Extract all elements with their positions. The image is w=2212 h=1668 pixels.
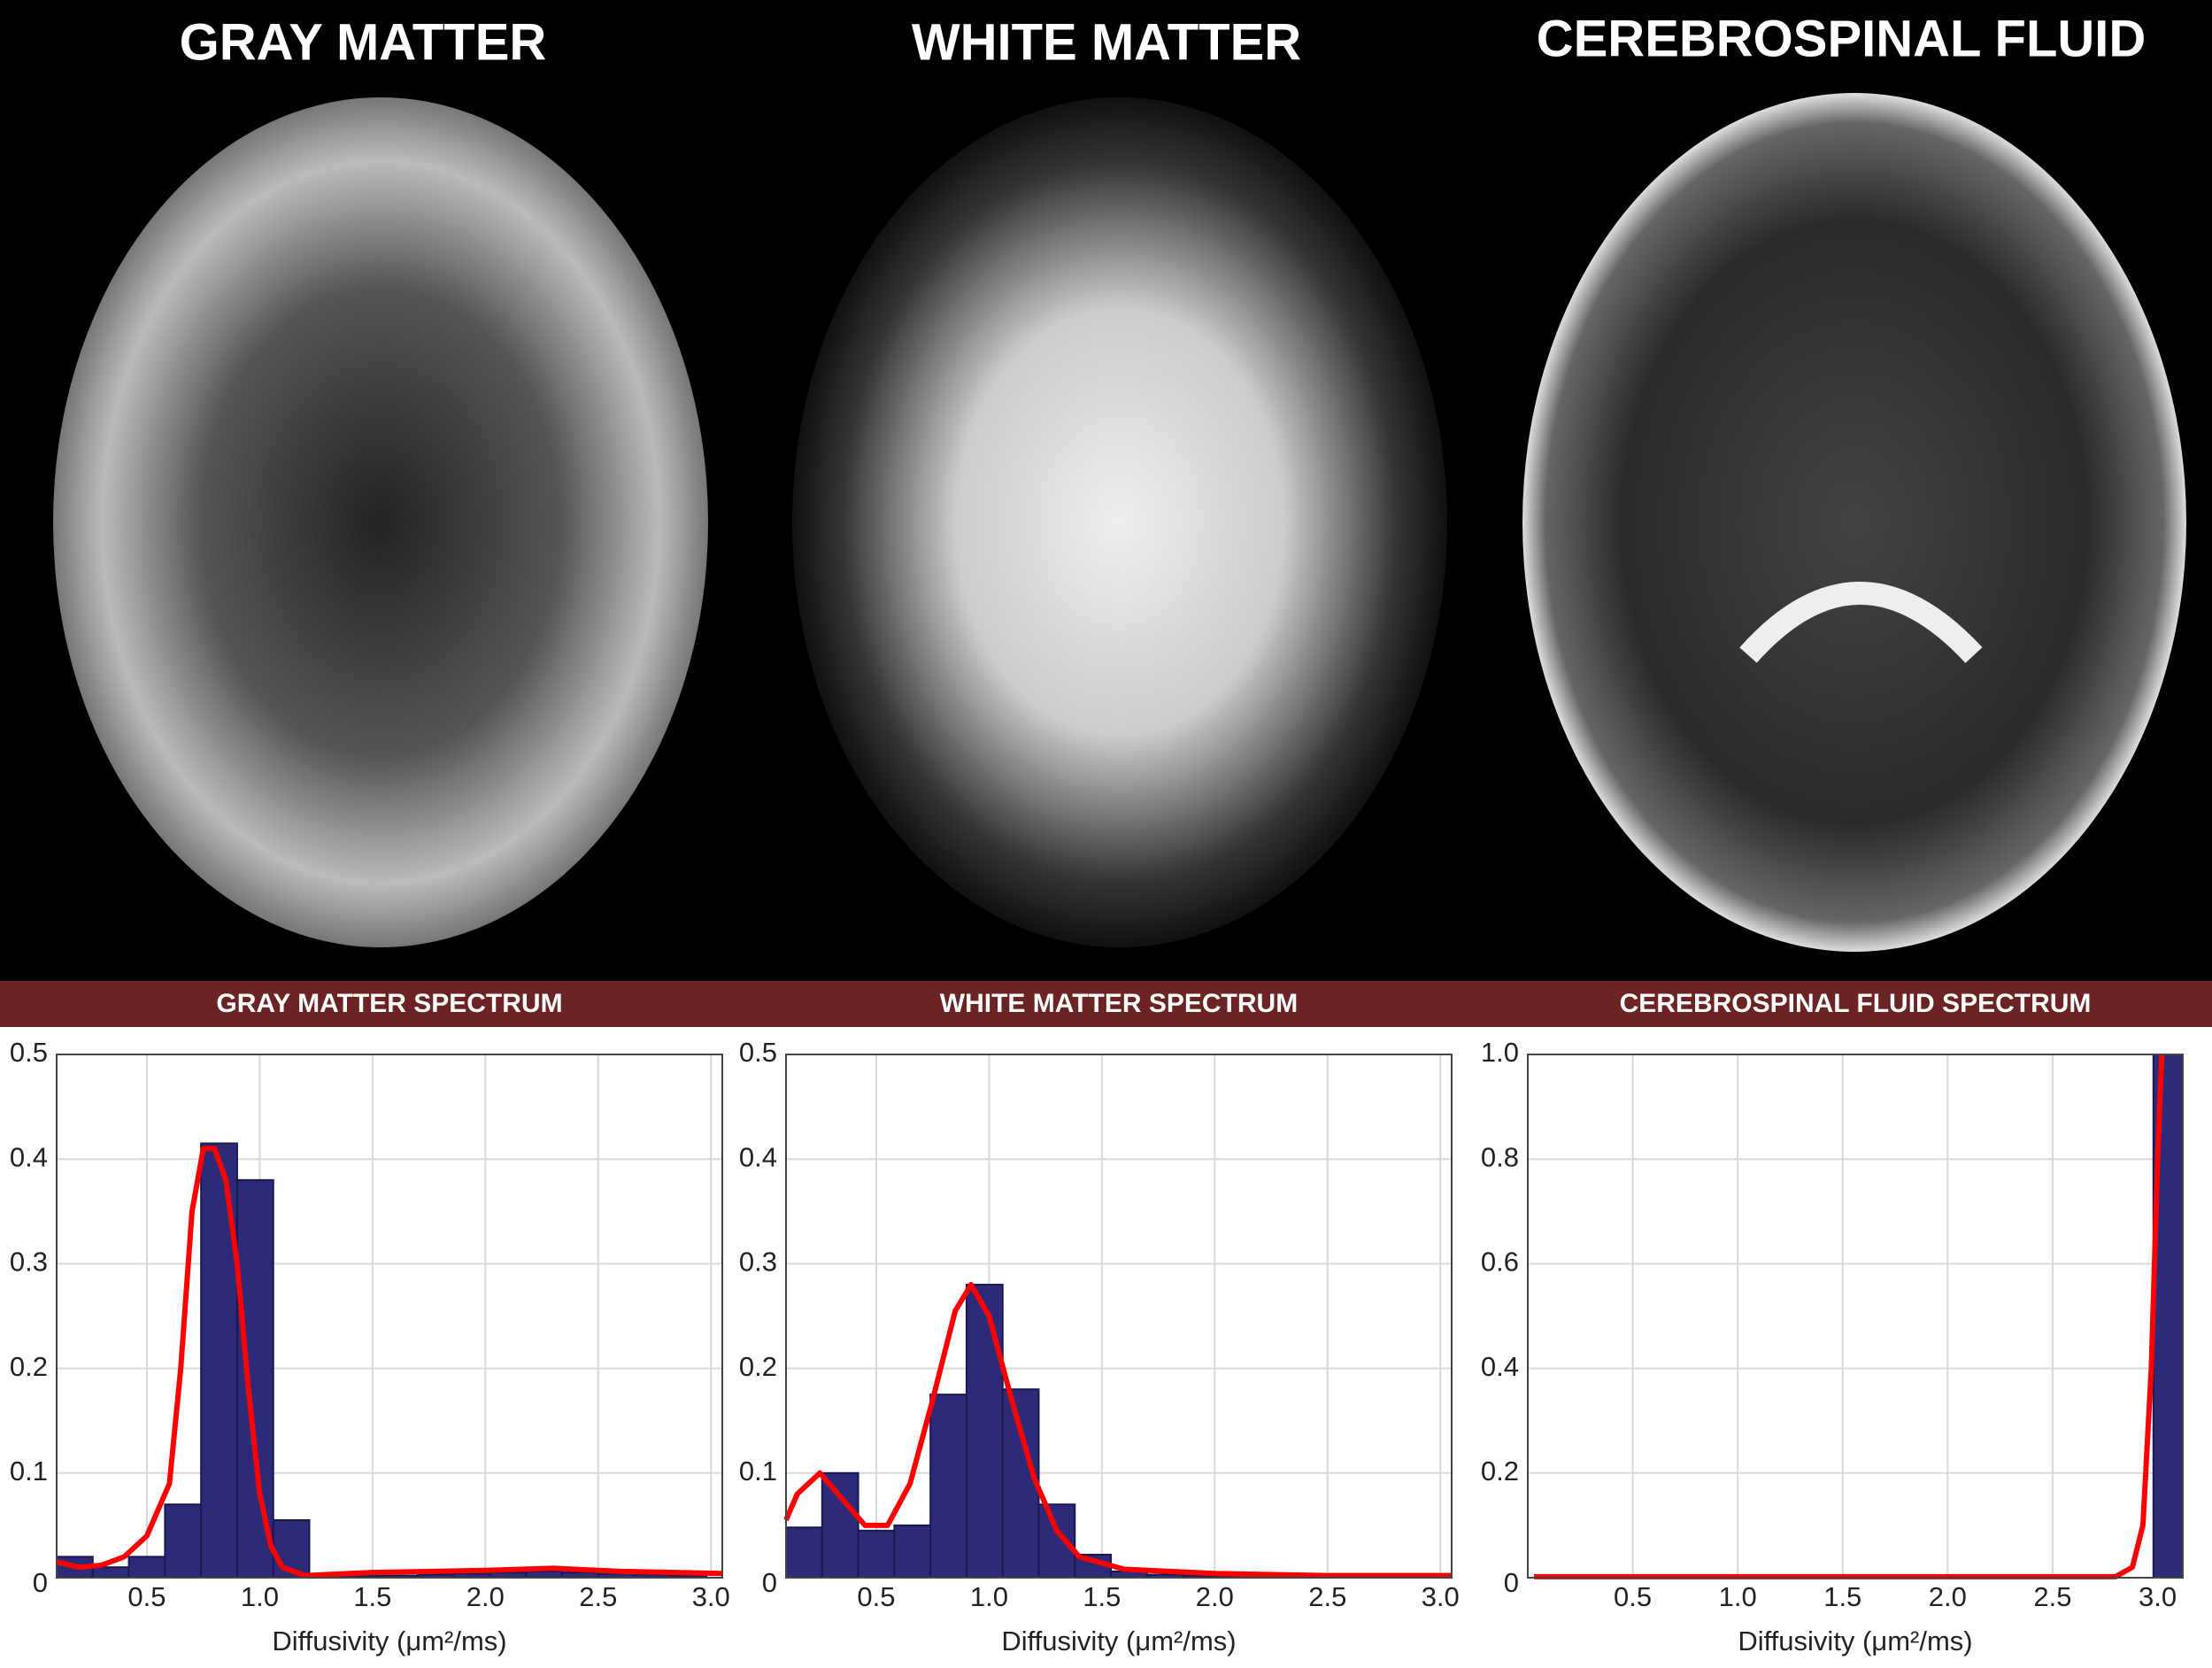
x-tick-label: 3.0 xyxy=(692,1581,730,1612)
spectrum-title: CEREBROSPINAL FLUID SPECTRUM xyxy=(1620,989,2092,1018)
brain-image xyxy=(1522,93,2186,952)
x-axis-label: Diffusivity (μm²/ms) xyxy=(1001,1626,1236,1656)
y-tick-label: 0.2 xyxy=(10,1351,48,1382)
y-tick-label: 0.8 xyxy=(1481,1141,1519,1172)
bar xyxy=(525,1570,564,1579)
x-tick-label: 1.5 xyxy=(1823,1581,1861,1612)
fit-curve xyxy=(56,1146,723,1579)
y-tick-label: 0.4 xyxy=(1481,1351,1519,1382)
x-tick-label: 2.5 xyxy=(1308,1581,1346,1612)
bar xyxy=(127,1556,166,1579)
y-tick-label: 0 xyxy=(762,1567,777,1598)
x-tick-label: 2.0 xyxy=(1196,1581,1234,1612)
plot-area xyxy=(786,1054,1452,1578)
x-tick-label: 1.0 xyxy=(1719,1581,1757,1612)
bar xyxy=(929,1394,967,1579)
y-tick-label: 0.4 xyxy=(10,1141,48,1172)
panel-title: WHITE MATTER xyxy=(912,13,1301,71)
x-tick-label: 1.0 xyxy=(970,1581,1008,1612)
spectrum-title: GRAY MATTER SPECTRUM xyxy=(216,989,562,1018)
bar xyxy=(857,1529,896,1579)
fit-curve xyxy=(1534,1054,2165,1579)
bar xyxy=(235,1178,274,1579)
ventricle xyxy=(1739,582,1983,663)
bar xyxy=(965,1284,1004,1579)
axes-frame xyxy=(785,1054,1453,1579)
x-tick-label: 2.5 xyxy=(579,1581,617,1612)
bar xyxy=(1001,1388,1040,1579)
x-tick-label: 2.0 xyxy=(466,1581,505,1612)
y-tick-label: 0 xyxy=(33,1567,48,1598)
x-tick-label: 1.5 xyxy=(353,1581,391,1612)
y-tick-label: 0.2 xyxy=(739,1351,777,1382)
spectrum-title: WHITE MATTER SPECTRUM xyxy=(940,989,1298,1018)
panel-title: GRAY MATTER xyxy=(180,13,547,71)
axes-frame xyxy=(56,1054,723,1579)
x-tick-label: 3.0 xyxy=(2139,1581,2177,1612)
x-tick-label: 1.5 xyxy=(1083,1581,1121,1612)
x-tick-label: 0.5 xyxy=(127,1581,166,1612)
spectrum-band xyxy=(0,981,2212,1027)
axes-frame xyxy=(1527,1054,2184,1579)
x-tick-label: 0.5 xyxy=(1614,1581,1652,1612)
y-tick-label: 0.3 xyxy=(10,1247,48,1278)
x-axis-label: Diffusivity (μm²/ms) xyxy=(1738,1626,1972,1656)
x-tick-label: 2.5 xyxy=(2033,1581,2071,1612)
x-tick-label: 3.0 xyxy=(1422,1581,1460,1612)
y-tick-label: 0.1 xyxy=(10,1456,48,1487)
plot-area xyxy=(1528,1054,2183,1578)
x-tick-label: 0.5 xyxy=(857,1581,895,1612)
y-tick-label: 0.3 xyxy=(739,1247,777,1278)
bar xyxy=(91,1566,130,1579)
brain-image xyxy=(792,97,1447,947)
bar xyxy=(893,1524,932,1579)
x-tick-label: 1.0 xyxy=(241,1581,279,1612)
bar xyxy=(821,1471,859,1579)
brain-image xyxy=(53,97,708,947)
panel-title: CEREBROSPINAL FLUID xyxy=(1537,10,2146,67)
bar xyxy=(785,1526,823,1579)
y-tick-label: 0.2 xyxy=(1481,1456,1519,1487)
x-tick-label: 2.0 xyxy=(1929,1581,1967,1612)
plot-area xyxy=(57,1054,722,1578)
fit-curve xyxy=(783,1282,1452,1579)
bar xyxy=(164,1503,203,1579)
y-tick-label: 0.5 xyxy=(739,1037,777,1068)
y-tick-label: 0.6 xyxy=(1481,1247,1519,1278)
y-tick-label: 1.0 xyxy=(1481,1037,1519,1068)
y-tick-label: 0.1 xyxy=(739,1456,777,1487)
y-tick-label: 0 xyxy=(1504,1567,1519,1598)
y-tick-label: 0.4 xyxy=(739,1141,777,1172)
x-axis-label: Diffusivity (μm²/ms) xyxy=(272,1626,506,1656)
y-tick-label: 0.5 xyxy=(10,1037,48,1068)
bar xyxy=(1037,1503,1076,1579)
